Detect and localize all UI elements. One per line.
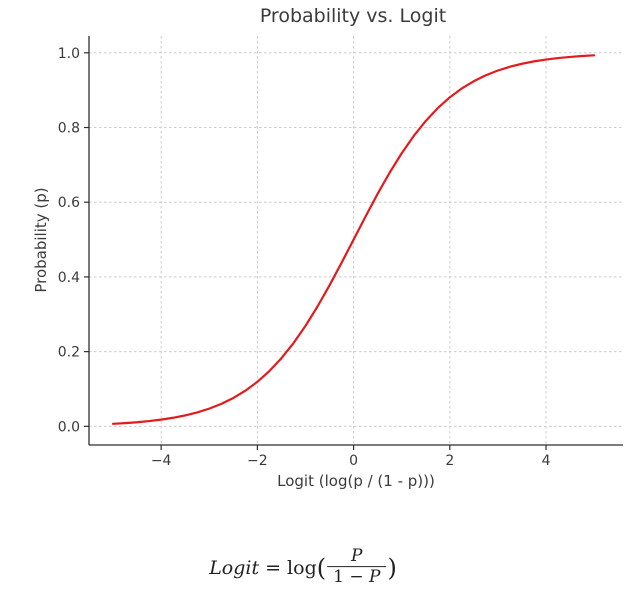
y-tick-label: 0.0: [58, 419, 80, 435]
chart-title: Probability vs. Logit: [259, 5, 447, 27]
formula-equals: =: [265, 557, 282, 579]
y-tick-label: 0.2: [58, 345, 80, 361]
formula-close-paren: ): [387, 554, 397, 582]
formula-lhs: Logit: [209, 557, 260, 579]
formula-numerator: P: [351, 546, 363, 567]
sigmoid-curve: [111, 54, 596, 425]
y-tick-label: 0.4: [58, 270, 80, 286]
x-tick-label: 2: [445, 453, 454, 469]
y-tick-label: 0.8: [58, 121, 80, 137]
y-tick-label: 1.0: [58, 46, 80, 62]
formula-den-const: 1 −: [333, 567, 369, 588]
logit-formula: Logit = log(P 1 − P): [209, 546, 397, 590]
x-tick-label: −2: [247, 453, 268, 469]
x-tick-label: −4: [151, 453, 172, 469]
formula-log: log: [287, 557, 317, 579]
formula-open-paren: (: [316, 554, 327, 582]
x-tick-label: 4: [542, 453, 551, 469]
x-tick-label: 0: [349, 453, 358, 469]
formula-denominator: 1 − P: [327, 566, 387, 588]
plot-area: −4 −2 0 2 4 0.0 0.2 0.4 0.6 0.8 1.0: [58, 36, 623, 469]
formula-den-var: P: [368, 567, 381, 588]
y-tick-label: 0.6: [58, 195, 80, 211]
x-axis-label: Logit (log(p / (1 - p))): [277, 472, 435, 490]
